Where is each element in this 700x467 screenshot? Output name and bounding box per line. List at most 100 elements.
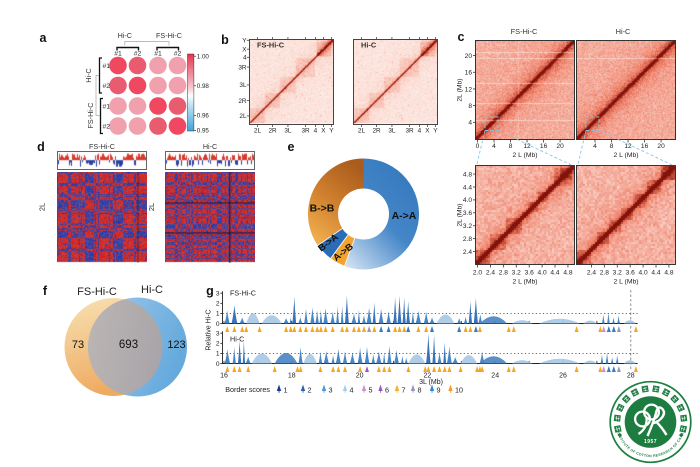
svg-text:693: 693 — [119, 339, 138, 351]
svg-text:4: 4 — [593, 143, 597, 150]
svg-text:3L (Mb): 3L (Mb) — [419, 379, 443, 386]
svg-text:#1: #1 — [114, 51, 122, 58]
svg-text:Hi-C: Hi-C — [361, 41, 377, 50]
svg-text:c: c — [458, 30, 465, 44]
svg-text:#1: #1 — [154, 51, 162, 58]
svg-text:12: 12 — [624, 143, 632, 150]
svg-text:1.00: 1.00 — [197, 54, 210, 61]
svg-text:2 L (Mb): 2 L (Mb) — [512, 152, 537, 159]
svg-text:2: 2 — [216, 301, 220, 308]
svg-text:7: 7 — [402, 386, 406, 395]
svg-text:#2: #2 — [102, 83, 110, 90]
svg-text:16: 16 — [641, 143, 649, 150]
svg-text:2: 2 — [308, 386, 312, 395]
svg-text:a: a — [40, 31, 48, 45]
svg-text:4.4: 4.4 — [463, 184, 472, 191]
svg-text:Relative Hi-C: Relative Hi-C — [206, 309, 213, 350]
svg-text:3: 3 — [216, 291, 220, 298]
svg-text:16: 16 — [465, 70, 473, 77]
svg-text:0: 0 — [476, 143, 480, 150]
svg-text:2.8: 2.8 — [463, 236, 472, 243]
svg-text:3.2: 3.2 — [613, 270, 622, 277]
svg-text:2: 2 — [216, 341, 220, 348]
svg-text:22: 22 — [424, 373, 432, 380]
svg-text:e: e — [288, 140, 295, 154]
svg-text:3.2: 3.2 — [463, 223, 472, 230]
svg-text:16: 16 — [220, 373, 228, 380]
svg-text:4.8: 4.8 — [664, 270, 673, 277]
svg-text:4: 4 — [243, 54, 247, 61]
svg-text:8: 8 — [509, 143, 513, 150]
svg-text:2.8: 2.8 — [600, 270, 609, 277]
svg-text:#1: #1 — [102, 63, 110, 70]
svg-text:1: 1 — [216, 311, 220, 318]
svg-text:2.8: 2.8 — [499, 270, 508, 277]
svg-text:4: 4 — [350, 386, 354, 395]
svg-text:2L: 2L — [147, 203, 156, 211]
svg-text:Hi-C: Hi-C — [118, 31, 132, 40]
svg-text:2 L (Mb): 2 L (Mb) — [613, 152, 638, 159]
svg-text:123: 123 — [167, 339, 185, 351]
svg-text:d: d — [37, 140, 45, 154]
svg-text:2.4: 2.4 — [587, 270, 596, 277]
svg-text:X: X — [425, 128, 430, 135]
svg-text:Border scores: Border scores — [225, 385, 270, 394]
svg-text:3: 3 — [216, 331, 220, 338]
svg-text:B->B: B->B — [310, 203, 335, 215]
svg-text:X: X — [321, 128, 326, 135]
svg-text:3L: 3L — [284, 128, 292, 135]
svg-text:6: 6 — [385, 386, 389, 395]
svg-text:3L: 3L — [388, 128, 396, 135]
svg-text:A->A: A->A — [392, 210, 417, 222]
svg-text:FS-Hi-C: FS-Hi-C — [230, 289, 256, 298]
svg-text:4: 4 — [468, 120, 472, 127]
svg-text:2L: 2L — [358, 128, 366, 135]
svg-text:4.4: 4.4 — [550, 270, 559, 277]
svg-text:Y: Y — [329, 128, 334, 135]
svg-text:16: 16 — [540, 143, 548, 150]
svg-text:0.98: 0.98 — [197, 83, 210, 90]
svg-text:2R: 2R — [269, 128, 278, 135]
svg-text:2L (Mb): 2L (Mb) — [457, 78, 464, 101]
svg-text:12: 12 — [523, 143, 531, 150]
svg-text:#1: #1 — [102, 103, 110, 110]
svg-text:Hi-C: Hi-C — [203, 142, 217, 151]
svg-text:3R: 3R — [238, 64, 247, 71]
svg-text:b: b — [221, 33, 229, 47]
svg-text:3.2: 3.2 — [512, 270, 521, 277]
svg-text:4.4: 4.4 — [651, 270, 660, 277]
svg-text:10: 10 — [455, 386, 463, 395]
svg-text:9: 9 — [437, 386, 441, 395]
svg-text:12: 12 — [465, 86, 473, 93]
svg-text:#2: #2 — [134, 51, 142, 58]
svg-text:2R: 2R — [373, 128, 382, 135]
svg-text:26: 26 — [559, 373, 567, 380]
svg-text:FS-Hi-C: FS-Hi-C — [89, 142, 115, 151]
svg-text:8: 8 — [418, 386, 422, 395]
svg-text:20: 20 — [356, 373, 364, 380]
svg-text:3R: 3R — [405, 128, 414, 135]
svg-text:1: 1 — [216, 351, 220, 358]
svg-text:g: g — [206, 284, 214, 298]
svg-text:FS-Hi-C: FS-Hi-C — [257, 41, 285, 50]
svg-text:2R: 2R — [238, 98, 247, 105]
svg-text:FS-Hi-C: FS-Hi-C — [86, 103, 95, 129]
svg-text:2.4: 2.4 — [463, 249, 472, 256]
svg-text:28: 28 — [627, 373, 635, 380]
svg-text:#2: #2 — [102, 123, 110, 130]
svg-text:4.8: 4.8 — [563, 270, 572, 277]
svg-text:Hi-C: Hi-C — [84, 68, 93, 82]
svg-text:FS-Hi-C: FS-Hi-C — [77, 286, 117, 298]
svg-text:73: 73 — [72, 339, 84, 351]
svg-text:0.95: 0.95 — [197, 128, 210, 135]
svg-text:2L: 2L — [239, 113, 247, 120]
svg-text:4.0: 4.0 — [538, 270, 547, 277]
svg-text:2 L (Mb): 2 L (Mb) — [512, 279, 537, 286]
svg-text:3.6: 3.6 — [626, 270, 635, 277]
svg-text:1: 1 — [284, 386, 288, 395]
svg-text:3: 3 — [329, 386, 333, 395]
svg-text:24: 24 — [491, 373, 499, 380]
svg-text:4.0: 4.0 — [639, 270, 648, 277]
svg-text:0: 0 — [216, 321, 220, 328]
svg-text:2L: 2L — [38, 203, 47, 211]
